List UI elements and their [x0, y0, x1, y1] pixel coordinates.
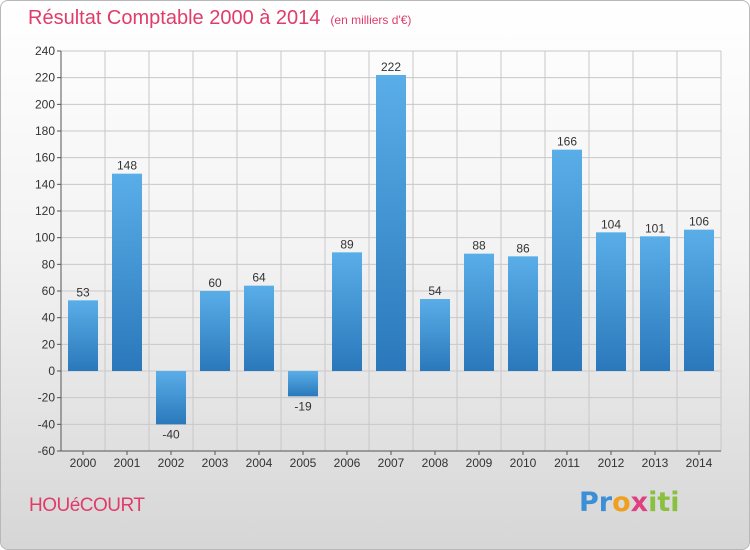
logo-part-4: iti	[648, 487, 680, 518]
x-tick-label-2011: 2011	[554, 456, 580, 470]
bar-2011	[552, 149, 582, 371]
value-label-2002: -40	[162, 427, 180, 441]
y-tick-label: 20	[42, 337, 56, 351]
y-tick-label: 160	[35, 151, 55, 165]
x-tick-label-2001: 2001	[114, 456, 141, 470]
y-tick-label: 40	[42, 311, 56, 325]
logo-part-3: x	[630, 487, 649, 518]
value-label-2013: 101	[645, 221, 665, 235]
bar-2003	[200, 291, 230, 371]
x-tick-label-2000: 2000	[70, 456, 97, 470]
chart-subtitle: (en milliers d'€)	[330, 13, 412, 27]
bar-2001	[112, 173, 142, 371]
bar-2012	[596, 232, 626, 371]
y-tick-label: 60	[42, 284, 56, 298]
bar-2008	[420, 299, 450, 371]
y-tick-label: 140	[35, 177, 55, 191]
x-tick-label-2009: 2009	[466, 456, 493, 470]
value-label-2010: 86	[516, 241, 530, 255]
logo-part-1: Pr	[579, 487, 613, 518]
y-tick-label: -40	[38, 417, 56, 431]
x-tick-label-2010: 2010	[510, 456, 537, 470]
y-tick-label: -60	[38, 444, 56, 458]
x-tick-label-2013: 2013	[642, 456, 669, 470]
bar-2006	[332, 252, 362, 371]
y-tick-label: 0	[48, 364, 55, 378]
x-tick-label-2005: 2005	[290, 456, 317, 470]
value-label-2011: 166	[557, 135, 577, 149]
value-label-2000: 53	[76, 285, 90, 299]
bar-2009	[464, 253, 494, 371]
bar-2010	[508, 256, 538, 371]
value-label-2001: 148	[117, 159, 137, 173]
bars	[68, 75, 714, 425]
labels: -60 -40 -20 0 20 40 60 80 100 120 140 160 180 200 220 2…	[35, 44, 713, 470]
bar-2005	[288, 371, 318, 397]
bar-2013	[640, 236, 670, 371]
bar-2014	[684, 229, 714, 371]
x-tick-label-2002: 2002	[158, 456, 185, 470]
x-tick-label-2008: 2008	[422, 456, 449, 470]
axes	[57, 50, 721, 455]
x-tick-label-2003: 2003	[202, 456, 229, 470]
bar-2002	[156, 371, 186, 425]
y-tick-label: 100	[35, 231, 55, 245]
x-tick-label-2012: 2012	[598, 456, 625, 470]
value-label-2014: 106	[689, 215, 709, 229]
y-tick-label: 220	[35, 71, 55, 85]
bar-2004	[244, 285, 274, 371]
value-label-2005: -19	[294, 399, 312, 413]
x-tick-label-2004: 2004	[246, 456, 273, 470]
value-label-2009: 88	[472, 239, 486, 253]
value-label-2012: 104	[601, 217, 621, 231]
proxiti-logo[interactable]: Proxiti	[579, 487, 680, 518]
commune-name: HOUéCOURT	[29, 495, 145, 516]
chart-title: Résultat Comptable 2000 à 2014 (en millie…	[28, 7, 411, 30]
y-tick-label: 240	[35, 44, 55, 58]
title-text: Résultat Comptable 2000 à 2014	[28, 7, 321, 29]
logo-part-2: o	[612, 487, 631, 518]
value-label-2007: 222	[381, 60, 401, 74]
value-label-2008: 54	[428, 284, 442, 298]
y-tick-label: -20	[38, 391, 56, 405]
value-label-2003: 60	[208, 276, 222, 290]
value-label-2006: 89	[340, 237, 354, 251]
x-tick-label-2006: 2006	[334, 456, 361, 470]
y-tick-label: 180	[35, 124, 55, 138]
x-tick-label-2007: 2007	[378, 456, 405, 470]
bar-2000	[68, 300, 98, 371]
value-label-2004: 64	[252, 271, 266, 285]
x-tick-label-2014: 2014	[686, 456, 713, 470]
y-tick-label: 200	[35, 97, 55, 111]
y-tick-label: 120	[35, 204, 55, 218]
y-tick-label: 80	[42, 257, 56, 271]
bar-2007	[376, 75, 406, 371]
